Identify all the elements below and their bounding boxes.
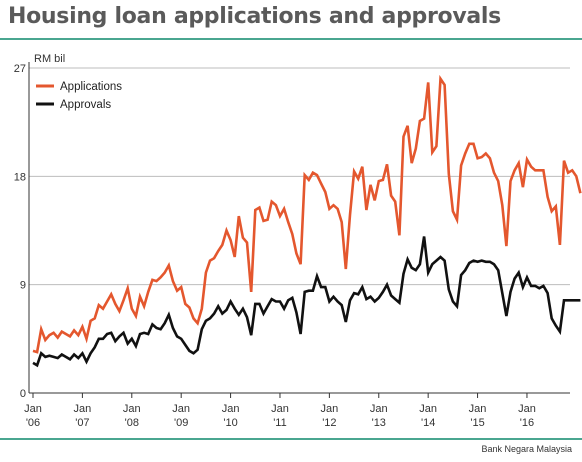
legend-label-applications: Applications [60, 81, 122, 93]
y-tick-label: 27 [14, 63, 26, 75]
x-tick-label-year: '12 [322, 417, 336, 429]
x-tick-label-month: Jan [24, 403, 42, 415]
x-tick-label-year: '16 [520, 417, 534, 429]
x-tick-label-month: Jan [271, 403, 289, 415]
source-credit: Bank Negara Malaysia [481, 444, 572, 454]
x-tick-label-month: Jan [172, 403, 190, 415]
y-tick-label: 18 [14, 171, 26, 183]
x-tick-label-year: '09 [174, 417, 188, 429]
gridlines [29, 67, 570, 286]
chart-title: Housing loan applications and approvals [8, 4, 501, 29]
x-tick-label-year: '08 [125, 417, 139, 429]
x-tick-label-year: '10 [223, 417, 237, 429]
legend-label-approvals: Approvals [60, 99, 111, 111]
x-tick-label-month: Jan [320, 403, 338, 415]
y-tick-label: 0 [20, 388, 26, 400]
x-tick-label-month: Jan [419, 403, 437, 415]
x-tick-label-month: Jan [469, 403, 487, 415]
series-line-approvals [32, 236, 581, 368]
y-tick-label: 9 [20, 280, 26, 292]
x-tick-label-year: '14 [421, 417, 435, 429]
unit-label: RM bil [34, 53, 65, 65]
x-tick-label-month: Jan [74, 403, 92, 415]
x-tick-label-month: Jan [222, 403, 240, 415]
x-tick-label-month: Jan [123, 403, 141, 415]
x-tick-label-year: '13 [372, 417, 386, 429]
axes: 0 9 18 27 Jan '06 Jan '07 Jan '08 Jan '09 Jan '10 Jan '… [14, 62, 570, 429]
legend: Applications Approvals [36, 81, 122, 111]
bottom-rule [0, 438, 582, 440]
x-tick-label-month: Jan [370, 403, 388, 415]
top-rule [0, 38, 582, 40]
series-line-applications [32, 74, 582, 354]
x-tick-label-year: '15 [470, 417, 484, 429]
x-tick-label-year: '07 [75, 417, 89, 429]
x-tick-label-year: '06 [26, 417, 40, 429]
x-tick-label-month: Jan [518, 403, 536, 415]
series-lines [32, 74, 582, 368]
x-tick-label-year: '11 [273, 417, 287, 429]
